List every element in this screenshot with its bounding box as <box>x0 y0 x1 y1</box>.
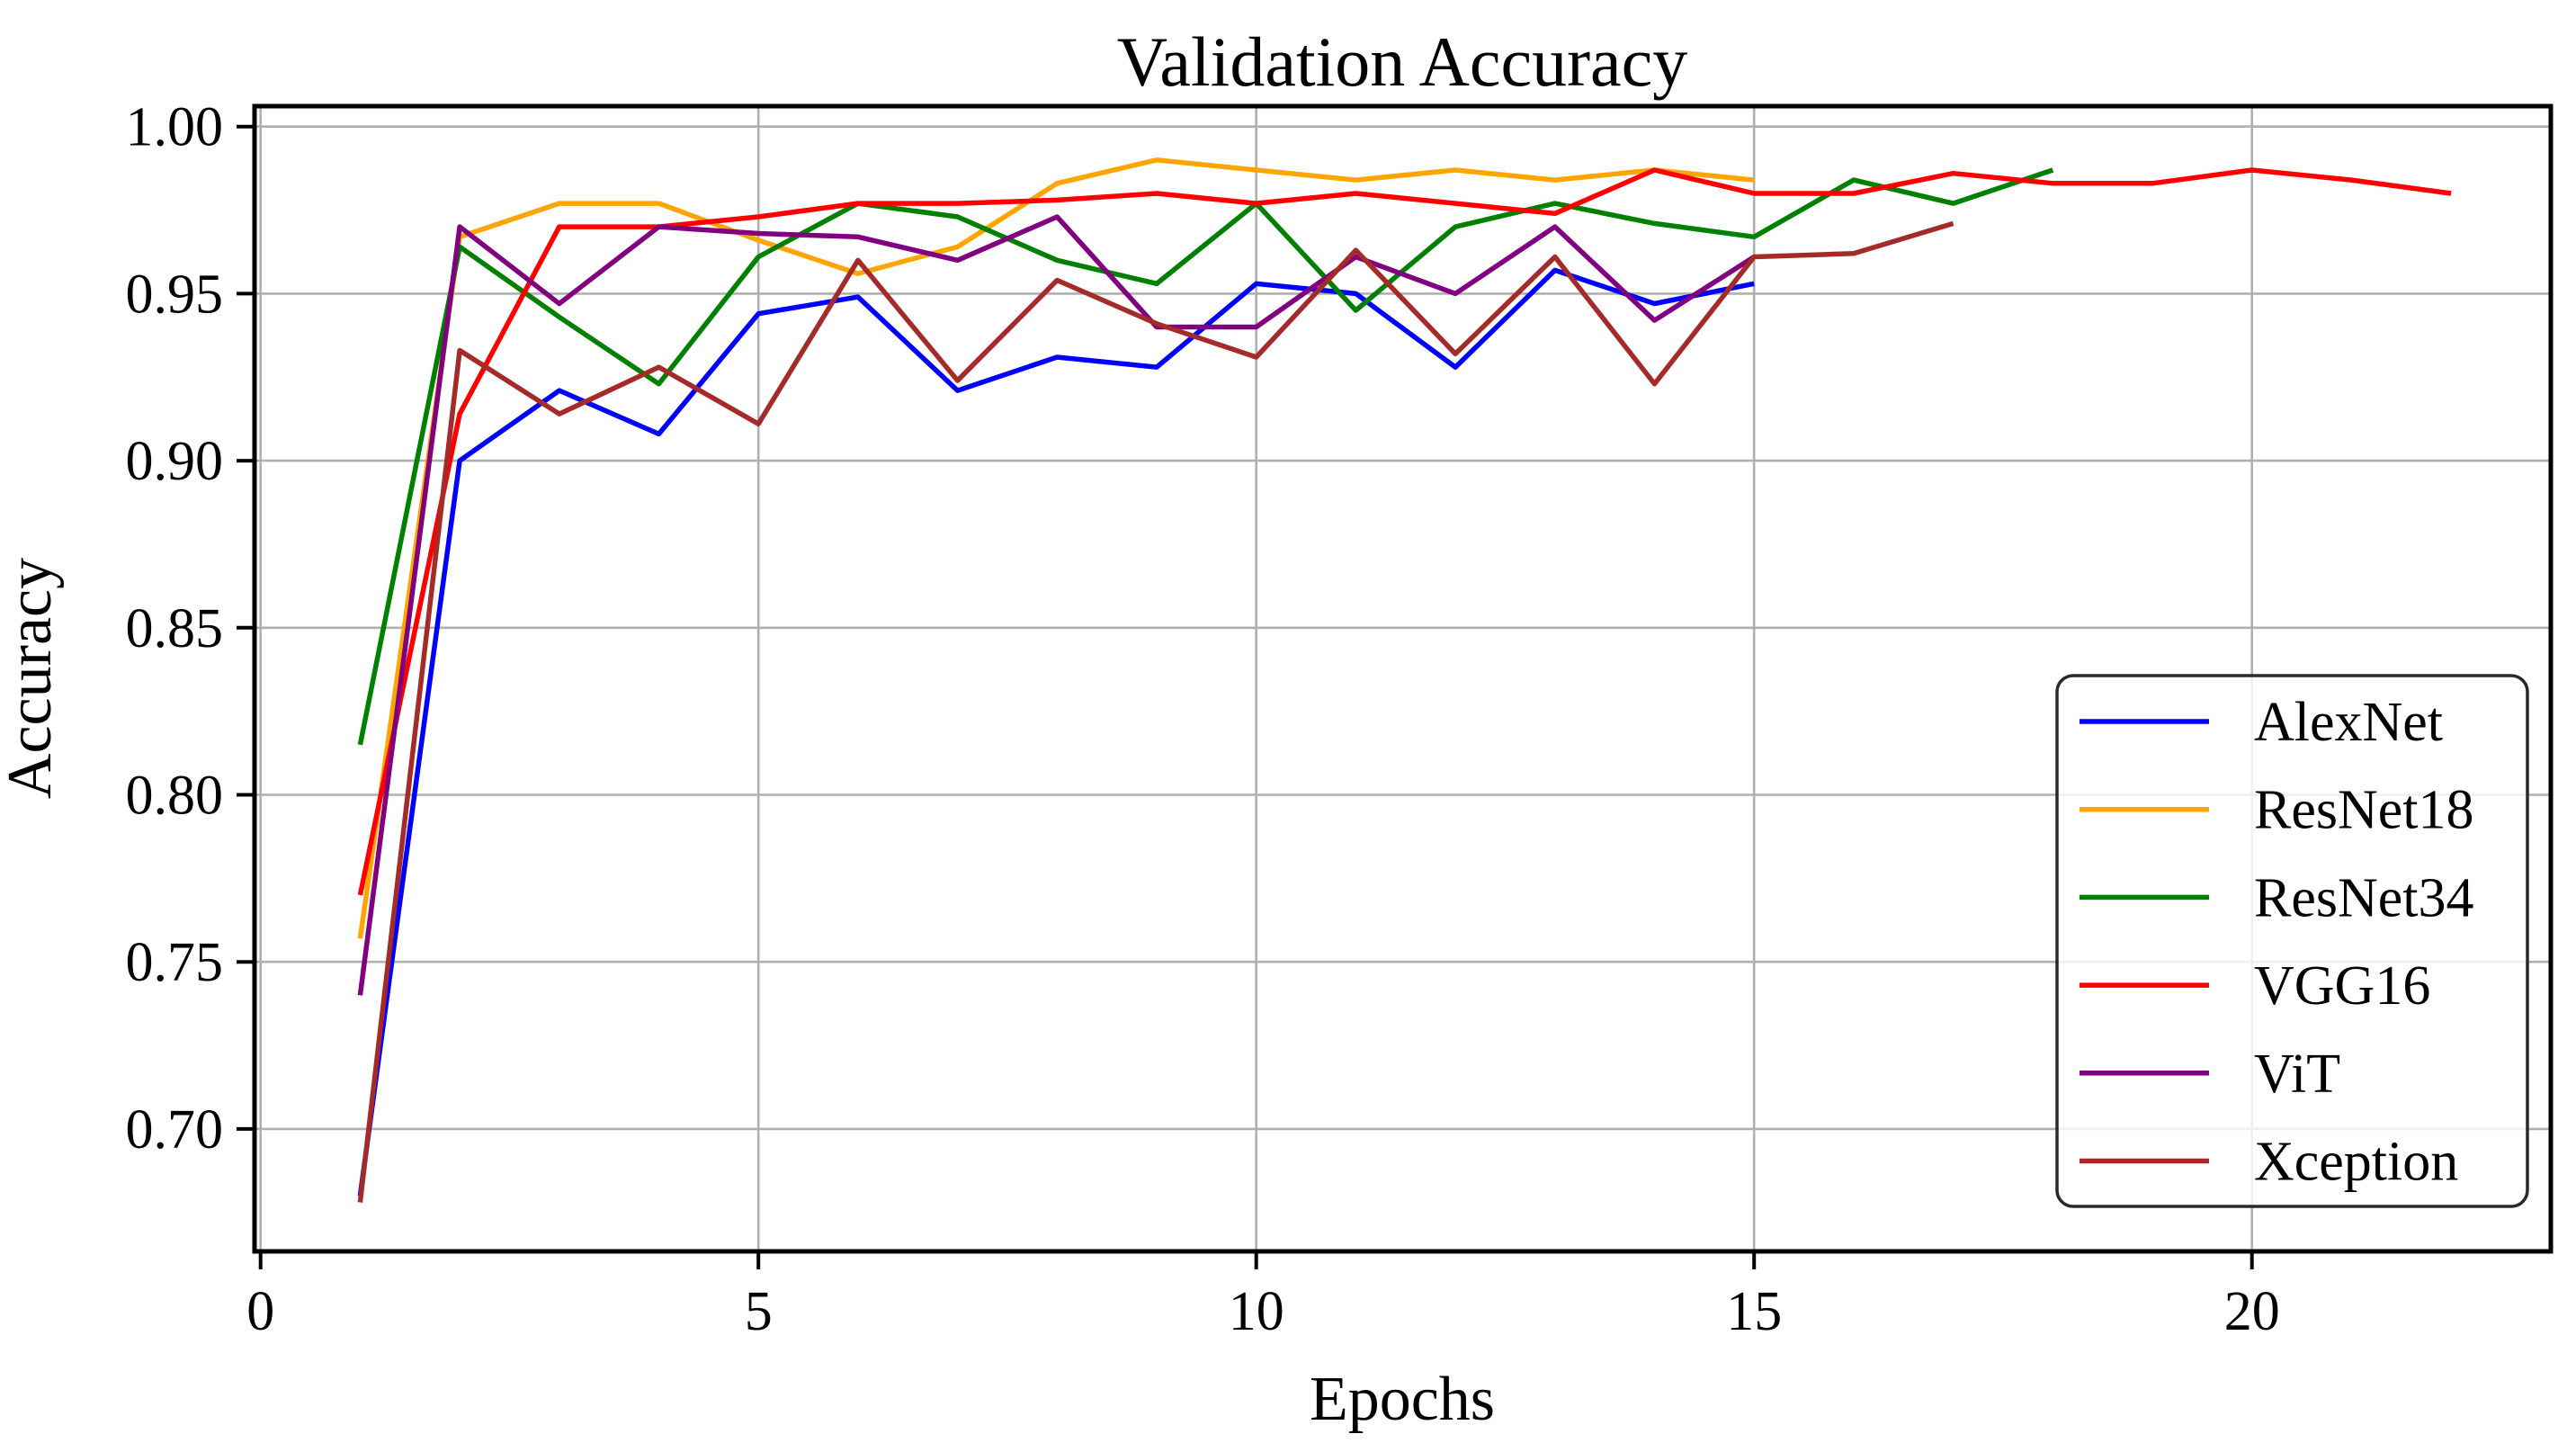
plot-border <box>252 103 2554 1254</box>
x-tick-label: 10 <box>1229 1281 1284 1342</box>
y-tick-label: 1.00 <box>126 97 224 158</box>
y-tick-label: 0.80 <box>126 766 224 827</box>
series-line-vgg16 <box>357 167 2452 896</box>
series-line-resnet18 <box>357 157 1755 939</box>
y-tick-label: 0.75 <box>126 932 224 993</box>
y-tick-label: 0.95 <box>126 264 224 325</box>
chart-title: Validation Accuracy <box>1117 22 1688 101</box>
x-tick-label: 0 <box>246 1281 274 1342</box>
y-axis-label: Accuracy <box>0 558 65 799</box>
series-line-xception <box>357 220 1954 1203</box>
legend-label-vgg16: VGG16 <box>2254 955 2430 1017</box>
series-line-alexnet <box>357 267 1755 1197</box>
x-tick-label: 15 <box>1726 1281 1782 1342</box>
axis-ticks <box>237 124 2254 1269</box>
y-tick-label: 0.90 <box>126 431 224 492</box>
y-tick-label: 0.70 <box>126 1099 224 1161</box>
legend-label-vit: ViT <box>2254 1044 2340 1105</box>
x-tick-label: 5 <box>745 1281 773 1342</box>
x-axis-label: Epochs <box>1310 1365 1495 1434</box>
tick-labels: 0 5 10 15 20 0.70 0.75 0.80 0.85 0.90 0.95 1.00 <box>126 97 2280 1342</box>
series-lines <box>357 157 2452 1203</box>
y-tick-label: 0.85 <box>126 598 224 659</box>
x-tick-label: 20 <box>2224 1281 2280 1342</box>
legend-label-xception: Xception <box>2254 1132 2458 1193</box>
series-line-vit <box>357 214 1756 996</box>
legend: AlexNet ResNet18 ResNet34 VGG16 ViT Xception <box>2055 674 2529 1208</box>
legend-label-alexnet: AlexNet <box>2254 692 2443 753</box>
legend-box <box>2055 674 2529 1208</box>
legend-label-resnet34: ResNet34 <box>2254 867 2474 928</box>
legend-label-resnet18: ResNet18 <box>2254 780 2474 841</box>
